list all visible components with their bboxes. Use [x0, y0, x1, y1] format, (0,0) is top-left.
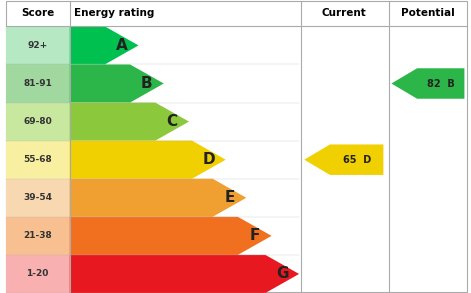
- Polygon shape: [70, 103, 189, 141]
- Bar: [6, 255, 70, 293]
- Text: 92+: 92+: [28, 41, 48, 50]
- Bar: [6, 26, 70, 64]
- Polygon shape: [70, 64, 164, 103]
- Text: 81-91: 81-91: [23, 79, 52, 88]
- Polygon shape: [391, 68, 464, 99]
- Bar: [6, 64, 70, 103]
- Text: G: G: [276, 266, 289, 282]
- Text: 55-68: 55-68: [23, 155, 52, 164]
- Polygon shape: [70, 217, 272, 255]
- Polygon shape: [70, 141, 226, 179]
- Text: A: A: [116, 38, 128, 53]
- Bar: [6, 179, 70, 217]
- Polygon shape: [70, 26, 138, 64]
- Bar: [6, 103, 70, 141]
- Text: Score: Score: [21, 8, 54, 18]
- Text: C: C: [167, 114, 178, 129]
- Text: Energy rating: Energy rating: [74, 8, 155, 18]
- Text: Potential: Potential: [401, 8, 455, 18]
- Text: E: E: [224, 190, 235, 205]
- Polygon shape: [70, 255, 299, 293]
- Text: 39-54: 39-54: [23, 193, 52, 202]
- Text: 82  B: 82 B: [427, 79, 455, 88]
- Text: B: B: [141, 76, 153, 91]
- Text: 65  D: 65 D: [342, 155, 371, 165]
- Text: 69-80: 69-80: [23, 117, 52, 126]
- Polygon shape: [70, 179, 246, 217]
- Bar: [6, 141, 70, 179]
- Text: 21-38: 21-38: [23, 231, 52, 240]
- Polygon shape: [304, 144, 383, 175]
- Text: Current: Current: [321, 8, 366, 18]
- Text: D: D: [203, 152, 215, 167]
- Bar: [6, 217, 70, 255]
- Text: F: F: [250, 228, 260, 243]
- Text: 1-20: 1-20: [26, 270, 49, 278]
